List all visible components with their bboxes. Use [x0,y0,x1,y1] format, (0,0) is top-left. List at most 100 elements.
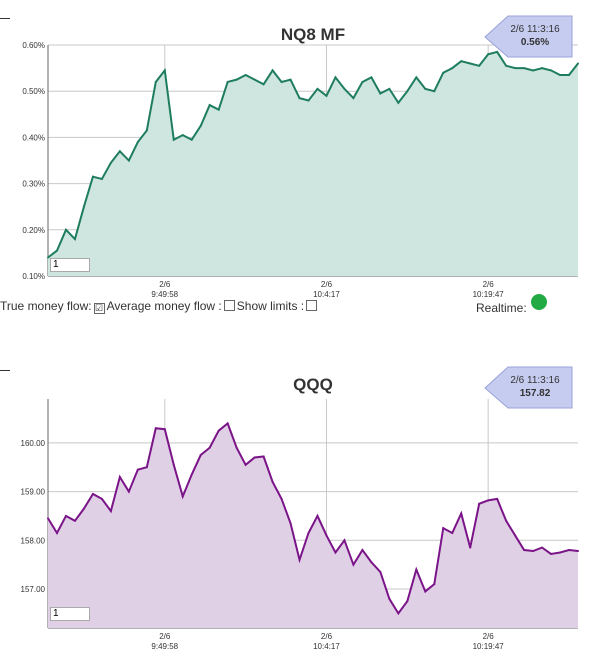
y-tick-label: 0.10% [22,272,45,281]
chart-area-layer [47,50,579,277]
data-point [136,468,139,471]
true-money-flow-label: True money flow: [0,299,92,313]
data-point [307,531,310,534]
data-point [424,87,427,90]
data-point [217,429,220,432]
y-tick-label: 0.50% [22,87,45,96]
data-point [559,551,562,554]
average-money-flow-label: Average money flow : [106,299,222,313]
data-point [154,80,157,83]
x-tick-time: 10:19:47 [473,290,505,299]
show-limits-label: Show limits : [236,299,305,313]
data-point [361,549,364,552]
true-money-flow-checkbox[interactable]: ☑ [93,303,105,314]
data-point [91,175,94,178]
data-point [47,517,49,520]
data-point [397,612,400,615]
data-point [487,53,490,56]
data-point [172,138,175,141]
data-point [181,134,184,137]
data-point [136,141,139,144]
data-point [118,150,121,153]
data-point [550,69,553,72]
range-input[interactable]: 1 [50,607,90,621]
data-point [64,514,67,517]
data-point [352,563,355,566]
data-point [55,531,58,534]
chart-title: QQQ [293,375,333,394]
realtime-label: Realtime: [476,301,527,315]
y-tick-label: 0.40% [22,133,45,142]
data-point [307,99,310,102]
data-point [271,480,274,483]
show-limits-checkbox[interactable] [306,300,318,311]
data-point [442,527,445,530]
y-tick-label: 157.00 [21,585,46,594]
chart-area-layer [47,421,579,628]
data-point [541,67,544,70]
data-point [316,87,319,90]
data-point [82,205,85,208]
data-point [388,597,391,600]
data-point [514,534,517,537]
data-point [370,76,373,79]
data-point [415,76,418,79]
callout-value: 157.82 [520,388,551,399]
data-point [460,60,463,63]
data-point [253,456,256,459]
data-point [523,549,526,552]
data-point [415,568,418,571]
x-tick-time: 9:49:58 [151,290,178,299]
data-point [118,475,121,478]
data-point [82,507,85,510]
data-point [226,80,229,83]
data-point [91,493,94,496]
data-point [514,67,517,70]
average-money-flow-checkbox[interactable] [223,300,235,311]
x-tick-date: 2/6 [483,280,495,289]
data-point [47,256,49,259]
data-point [73,519,76,522]
callout-arrow-shape [484,366,573,409]
collapse-dash-bottom[interactable] [0,370,10,371]
data-point [478,502,481,505]
data-point [352,97,355,100]
data-point [289,78,292,81]
data-point [127,159,130,162]
y-tick-label: 0.60% [22,41,45,50]
data-point [217,108,220,111]
data-point [298,558,301,561]
range-input[interactable]: 1 [50,258,90,272]
data-point [451,67,454,70]
data-point [451,531,454,534]
data-point [379,570,382,573]
x-tick-time: 10:4:17 [313,642,340,651]
true-money-flow-control: True money flow: ☑ Average money flow : Sho… [0,299,319,314]
data-point [235,78,238,81]
controls-bar: True money flow: ☑ Average money flow : Sho… [0,299,602,315]
data-point [244,74,247,77]
data-point [541,546,544,549]
y-axis-ticks: 0.10% 0.20% 0.30% 0.40% 0.50% 0.60% [22,41,45,281]
y-tick-label: 0.30% [22,180,45,189]
data-point [73,238,76,241]
y-tick-label: 160.00 [21,439,46,448]
data-point [199,454,202,457]
collapse-dash-top[interactable] [0,18,10,19]
data-point [271,69,274,72]
data-point [181,495,184,498]
data-point [460,512,463,515]
series-line [47,50,579,259]
realtime-status-indicator[interactable] [531,294,547,310]
data-point [487,499,490,502]
data-point [262,455,265,458]
data-point [100,177,103,180]
data-point [280,80,283,83]
data-point [397,101,400,104]
data-point [577,550,579,553]
data-point [406,90,409,93]
data-point [325,534,328,537]
y-tick-label: 159.00 [21,488,46,497]
data-point [334,551,337,554]
x-tick-date: 2/6 [159,280,171,289]
